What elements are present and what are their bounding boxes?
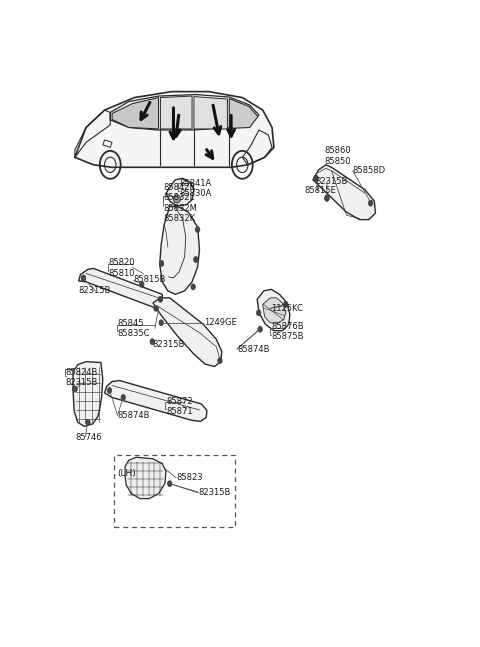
- Circle shape: [81, 275, 85, 281]
- Polygon shape: [313, 165, 375, 219]
- Polygon shape: [160, 96, 192, 129]
- Text: 85823: 85823: [176, 473, 203, 482]
- Circle shape: [107, 388, 112, 393]
- Polygon shape: [166, 179, 194, 206]
- Circle shape: [284, 302, 288, 307]
- Circle shape: [150, 338, 155, 345]
- Text: 1125KC: 1125KC: [271, 304, 303, 313]
- Text: 82315B: 82315B: [315, 177, 348, 186]
- Text: 85815E: 85815E: [304, 186, 336, 195]
- Polygon shape: [160, 206, 200, 294]
- Circle shape: [72, 386, 77, 392]
- Text: 85815B: 85815B: [133, 276, 166, 285]
- Text: 85824B: 85824B: [66, 368, 98, 377]
- Polygon shape: [229, 98, 258, 129]
- Circle shape: [191, 284, 195, 290]
- Text: 82315B: 82315B: [152, 340, 185, 349]
- Polygon shape: [153, 298, 222, 367]
- Circle shape: [158, 296, 163, 302]
- Text: 82315B: 82315B: [66, 378, 98, 386]
- Text: 85858D: 85858D: [353, 166, 386, 175]
- Text: 85845
85835C: 85845 85835C: [118, 318, 150, 338]
- Polygon shape: [125, 457, 166, 499]
- Circle shape: [256, 310, 261, 316]
- Bar: [114, 455, 235, 527]
- Circle shape: [121, 395, 125, 400]
- Text: 85860
85850: 85860 85850: [325, 146, 351, 166]
- Circle shape: [314, 175, 318, 181]
- Polygon shape: [173, 195, 181, 203]
- Circle shape: [218, 358, 222, 364]
- Circle shape: [168, 481, 172, 487]
- Polygon shape: [105, 380, 207, 421]
- Circle shape: [195, 226, 200, 232]
- Circle shape: [325, 195, 329, 201]
- Text: (LH): (LH): [117, 469, 136, 478]
- Text: 85841A
85830A: 85841A 85830A: [179, 179, 211, 198]
- Circle shape: [258, 326, 263, 332]
- Text: 85746: 85746: [75, 433, 101, 443]
- Text: 85874B: 85874B: [238, 345, 270, 354]
- Text: 85874B: 85874B: [118, 411, 150, 420]
- Polygon shape: [112, 98, 158, 129]
- Circle shape: [72, 386, 77, 392]
- Text: 85820
85810: 85820 85810: [108, 258, 135, 278]
- Polygon shape: [257, 289, 290, 331]
- Text: 85842R
85832L
85832M
85832K: 85842R 85832L 85832M 85832K: [163, 183, 197, 223]
- Circle shape: [314, 175, 318, 181]
- Polygon shape: [263, 298, 286, 324]
- Circle shape: [193, 256, 198, 263]
- Circle shape: [324, 195, 329, 201]
- Text: 85876B
85875B: 85876B 85875B: [271, 322, 303, 342]
- Text: 1249GE: 1249GE: [204, 318, 237, 327]
- Polygon shape: [73, 362, 103, 426]
- Polygon shape: [79, 269, 162, 308]
- Circle shape: [81, 276, 85, 281]
- Circle shape: [140, 281, 144, 287]
- Polygon shape: [75, 92, 274, 168]
- Text: 85872
85871: 85872 85871: [166, 397, 192, 416]
- Text: 82315B: 82315B: [79, 287, 111, 296]
- Circle shape: [368, 200, 373, 206]
- Circle shape: [159, 261, 164, 267]
- Text: 82315B: 82315B: [198, 488, 231, 497]
- Circle shape: [159, 320, 163, 325]
- Polygon shape: [194, 96, 228, 129]
- Circle shape: [85, 419, 90, 425]
- Circle shape: [154, 305, 158, 311]
